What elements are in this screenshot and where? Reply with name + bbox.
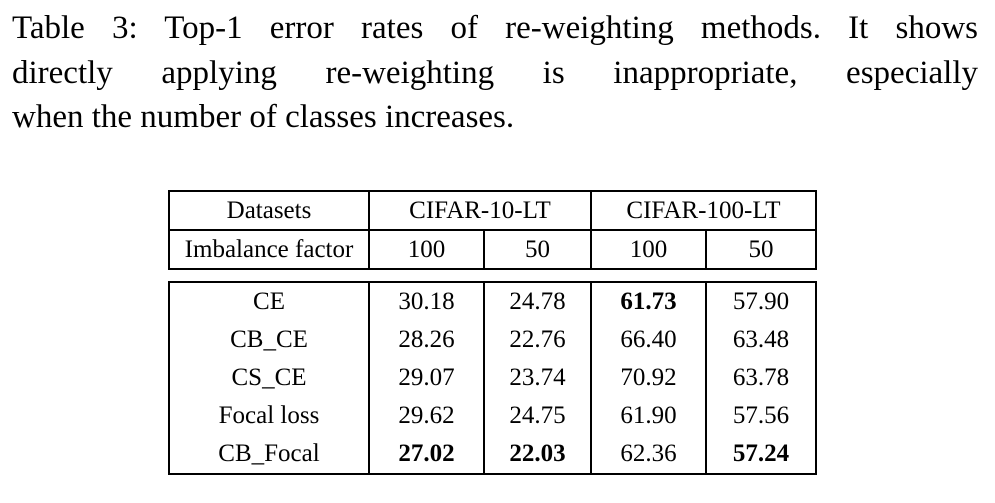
value-cell: 57.90 bbox=[705, 282, 817, 321]
method-cell: Focal loss bbox=[168, 397, 370, 435]
datasets-header-cell: Datasets bbox=[168, 190, 370, 231]
table-row: CE 30.18 24.78 61.73 57.90 bbox=[168, 282, 817, 321]
caption-line-1: Table 3: Top-1 error rates of re-weighti… bbox=[12, 10, 978, 46]
table-caption: Table 3: Top-1 error rates of re-weighti… bbox=[12, 6, 978, 140]
value-cell: 30.18 bbox=[368, 282, 485, 321]
imbalance-value-cell: 50 bbox=[705, 229, 817, 270]
value-cell: 57.24 bbox=[705, 435, 817, 474]
imbalance-value-cell: 100 bbox=[368, 229, 485, 270]
imbalance-value-cell: 50 bbox=[483, 229, 592, 270]
cifar100-group-header-cell: CIFAR-100-LT bbox=[590, 190, 817, 231]
value-cell: 63.48 bbox=[705, 321, 817, 359]
value-cell: 61.73 bbox=[590, 282, 707, 321]
value-cell: 23.74 bbox=[483, 359, 592, 397]
method-cell: CE bbox=[168, 282, 370, 321]
table-row: CB_Focal 27.02 22.03 62.36 57.24 bbox=[168, 435, 817, 474]
value-cell: 62.36 bbox=[590, 435, 707, 474]
value-cell: 29.62 bbox=[368, 397, 485, 435]
method-cell: CB_Focal bbox=[168, 435, 370, 474]
value-cell: 24.75 bbox=[483, 397, 592, 435]
value-cell: 22.03 bbox=[483, 435, 592, 474]
double-rule-gap bbox=[168, 270, 815, 281]
value-cell: 66.40 bbox=[590, 321, 707, 359]
value-cell: 28.26 bbox=[368, 321, 485, 359]
method-cell: CB_CE bbox=[168, 321, 370, 359]
value-cell: 63.78 bbox=[705, 359, 817, 397]
value-cell: 61.90 bbox=[590, 397, 707, 435]
caption-line-3: when the number of classes increases. bbox=[12, 99, 515, 135]
results-table: Datasets CIFAR-10-LT CIFAR-100-LT Imbala… bbox=[168, 190, 817, 475]
header-row-imbalance: Imbalance factor 100 50 100 50 bbox=[168, 229, 817, 270]
imbalance-factor-label-cell: Imbalance factor bbox=[168, 229, 370, 270]
value-cell: 70.92 bbox=[590, 359, 707, 397]
value-cell: 27.02 bbox=[368, 435, 485, 474]
results-table-header: Datasets CIFAR-10-LT CIFAR-100-LT Imbala… bbox=[168, 190, 817, 270]
table-row: CB_CE 28.26 22.76 66.40 63.48 bbox=[168, 321, 817, 359]
cifar10-group-header-cell: CIFAR-10-LT bbox=[368, 190, 592, 231]
value-cell: 29.07 bbox=[368, 359, 485, 397]
results-table-body: CE 30.18 24.78 61.73 57.90 CB_CE 28.26 2… bbox=[168, 281, 817, 475]
imbalance-value-cell: 100 bbox=[590, 229, 707, 270]
value-cell: 22.76 bbox=[483, 321, 592, 359]
table-row: Focal loss 29.62 24.75 61.90 57.56 bbox=[168, 397, 817, 435]
method-cell: CS_CE bbox=[168, 359, 370, 397]
value-cell: 24.78 bbox=[483, 282, 592, 321]
header-row-datasets: Datasets CIFAR-10-LT CIFAR-100-LT bbox=[168, 190, 817, 231]
value-cell: 57.56 bbox=[705, 397, 817, 435]
caption-line-2: directly applying re-weighting is inappr… bbox=[12, 54, 978, 91]
table-row: CS_CE 29.07 23.74 70.92 63.78 bbox=[168, 359, 817, 397]
